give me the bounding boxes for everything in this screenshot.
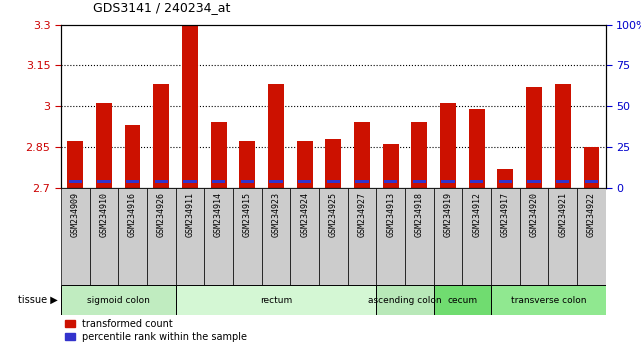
- Bar: [528, 180, 541, 183]
- Bar: [176, 188, 204, 285]
- Text: GSM234922: GSM234922: [587, 193, 596, 238]
- Bar: [154, 180, 168, 183]
- Text: GSM234919: GSM234919: [444, 193, 453, 238]
- Bar: [233, 188, 262, 285]
- Bar: [491, 188, 520, 285]
- Bar: [297, 142, 313, 188]
- Bar: [298, 180, 312, 183]
- Text: GSM234913: GSM234913: [386, 193, 395, 238]
- Bar: [204, 188, 233, 285]
- Bar: [376, 188, 405, 285]
- Bar: [240, 180, 254, 183]
- Text: GDS3141 / 240234_at: GDS3141 / 240234_at: [93, 1, 230, 14]
- Text: GSM234920: GSM234920: [529, 193, 538, 238]
- Bar: [183, 180, 197, 183]
- Bar: [347, 188, 376, 285]
- Text: transverse colon: transverse colon: [511, 296, 586, 304]
- Text: GSM234916: GSM234916: [128, 193, 137, 238]
- Text: GSM234910: GSM234910: [99, 193, 108, 238]
- Bar: [556, 180, 569, 183]
- Legend: transformed count, percentile rank within the sample: transformed count, percentile rank withi…: [61, 315, 251, 346]
- Text: cecum: cecum: [447, 296, 478, 304]
- Bar: [470, 180, 483, 183]
- Bar: [61, 188, 90, 285]
- Bar: [462, 188, 491, 285]
- Bar: [125, 125, 140, 188]
- Bar: [354, 122, 370, 188]
- Bar: [69, 180, 82, 183]
- Text: GSM234909: GSM234909: [71, 193, 79, 238]
- Bar: [491, 285, 606, 315]
- Bar: [434, 188, 462, 285]
- Bar: [577, 188, 606, 285]
- Text: GSM234917: GSM234917: [501, 193, 510, 238]
- Bar: [176, 285, 376, 315]
- Bar: [469, 109, 485, 188]
- Text: GSM234927: GSM234927: [358, 193, 367, 238]
- Bar: [376, 285, 434, 315]
- Text: GSM234923: GSM234923: [272, 193, 281, 238]
- Bar: [67, 142, 83, 188]
- Bar: [383, 144, 399, 188]
- Bar: [153, 85, 169, 188]
- Text: sigmoid colon: sigmoid colon: [87, 296, 150, 304]
- Bar: [405, 188, 434, 285]
- Bar: [384, 180, 397, 183]
- Bar: [269, 180, 283, 183]
- Bar: [327, 180, 340, 183]
- Bar: [441, 180, 454, 183]
- Text: rectum: rectum: [260, 296, 292, 304]
- Text: tissue ▶: tissue ▶: [18, 295, 58, 305]
- Bar: [549, 188, 577, 285]
- Text: GSM234921: GSM234921: [558, 193, 567, 238]
- Bar: [239, 142, 255, 188]
- Text: GSM234918: GSM234918: [415, 193, 424, 238]
- Bar: [319, 188, 347, 285]
- Bar: [555, 85, 570, 188]
- Bar: [497, 169, 513, 188]
- Text: GSM234926: GSM234926: [157, 193, 166, 238]
- Bar: [268, 85, 284, 188]
- Bar: [182, 25, 198, 188]
- Bar: [412, 122, 428, 188]
- Bar: [520, 188, 549, 285]
- Text: GSM234912: GSM234912: [472, 193, 481, 238]
- Bar: [97, 180, 111, 183]
- Bar: [526, 87, 542, 188]
- Bar: [262, 188, 290, 285]
- Bar: [90, 188, 118, 285]
- Text: GSM234924: GSM234924: [300, 193, 309, 238]
- Bar: [583, 147, 599, 188]
- Bar: [118, 188, 147, 285]
- Bar: [96, 103, 112, 188]
- Bar: [355, 180, 369, 183]
- Text: GSM234915: GSM234915: [243, 193, 252, 238]
- Bar: [211, 122, 226, 188]
- Bar: [434, 285, 491, 315]
- Bar: [212, 180, 226, 183]
- Bar: [147, 188, 176, 285]
- Bar: [499, 180, 512, 183]
- Bar: [413, 180, 426, 183]
- Bar: [61, 285, 176, 315]
- Bar: [290, 188, 319, 285]
- Text: ascending colon: ascending colon: [368, 296, 442, 304]
- Text: GSM234925: GSM234925: [329, 193, 338, 238]
- Bar: [585, 180, 598, 183]
- Text: GSM234911: GSM234911: [185, 193, 194, 238]
- Bar: [326, 139, 341, 188]
- Bar: [440, 103, 456, 188]
- Text: GSM234914: GSM234914: [214, 193, 223, 238]
- Bar: [126, 180, 139, 183]
